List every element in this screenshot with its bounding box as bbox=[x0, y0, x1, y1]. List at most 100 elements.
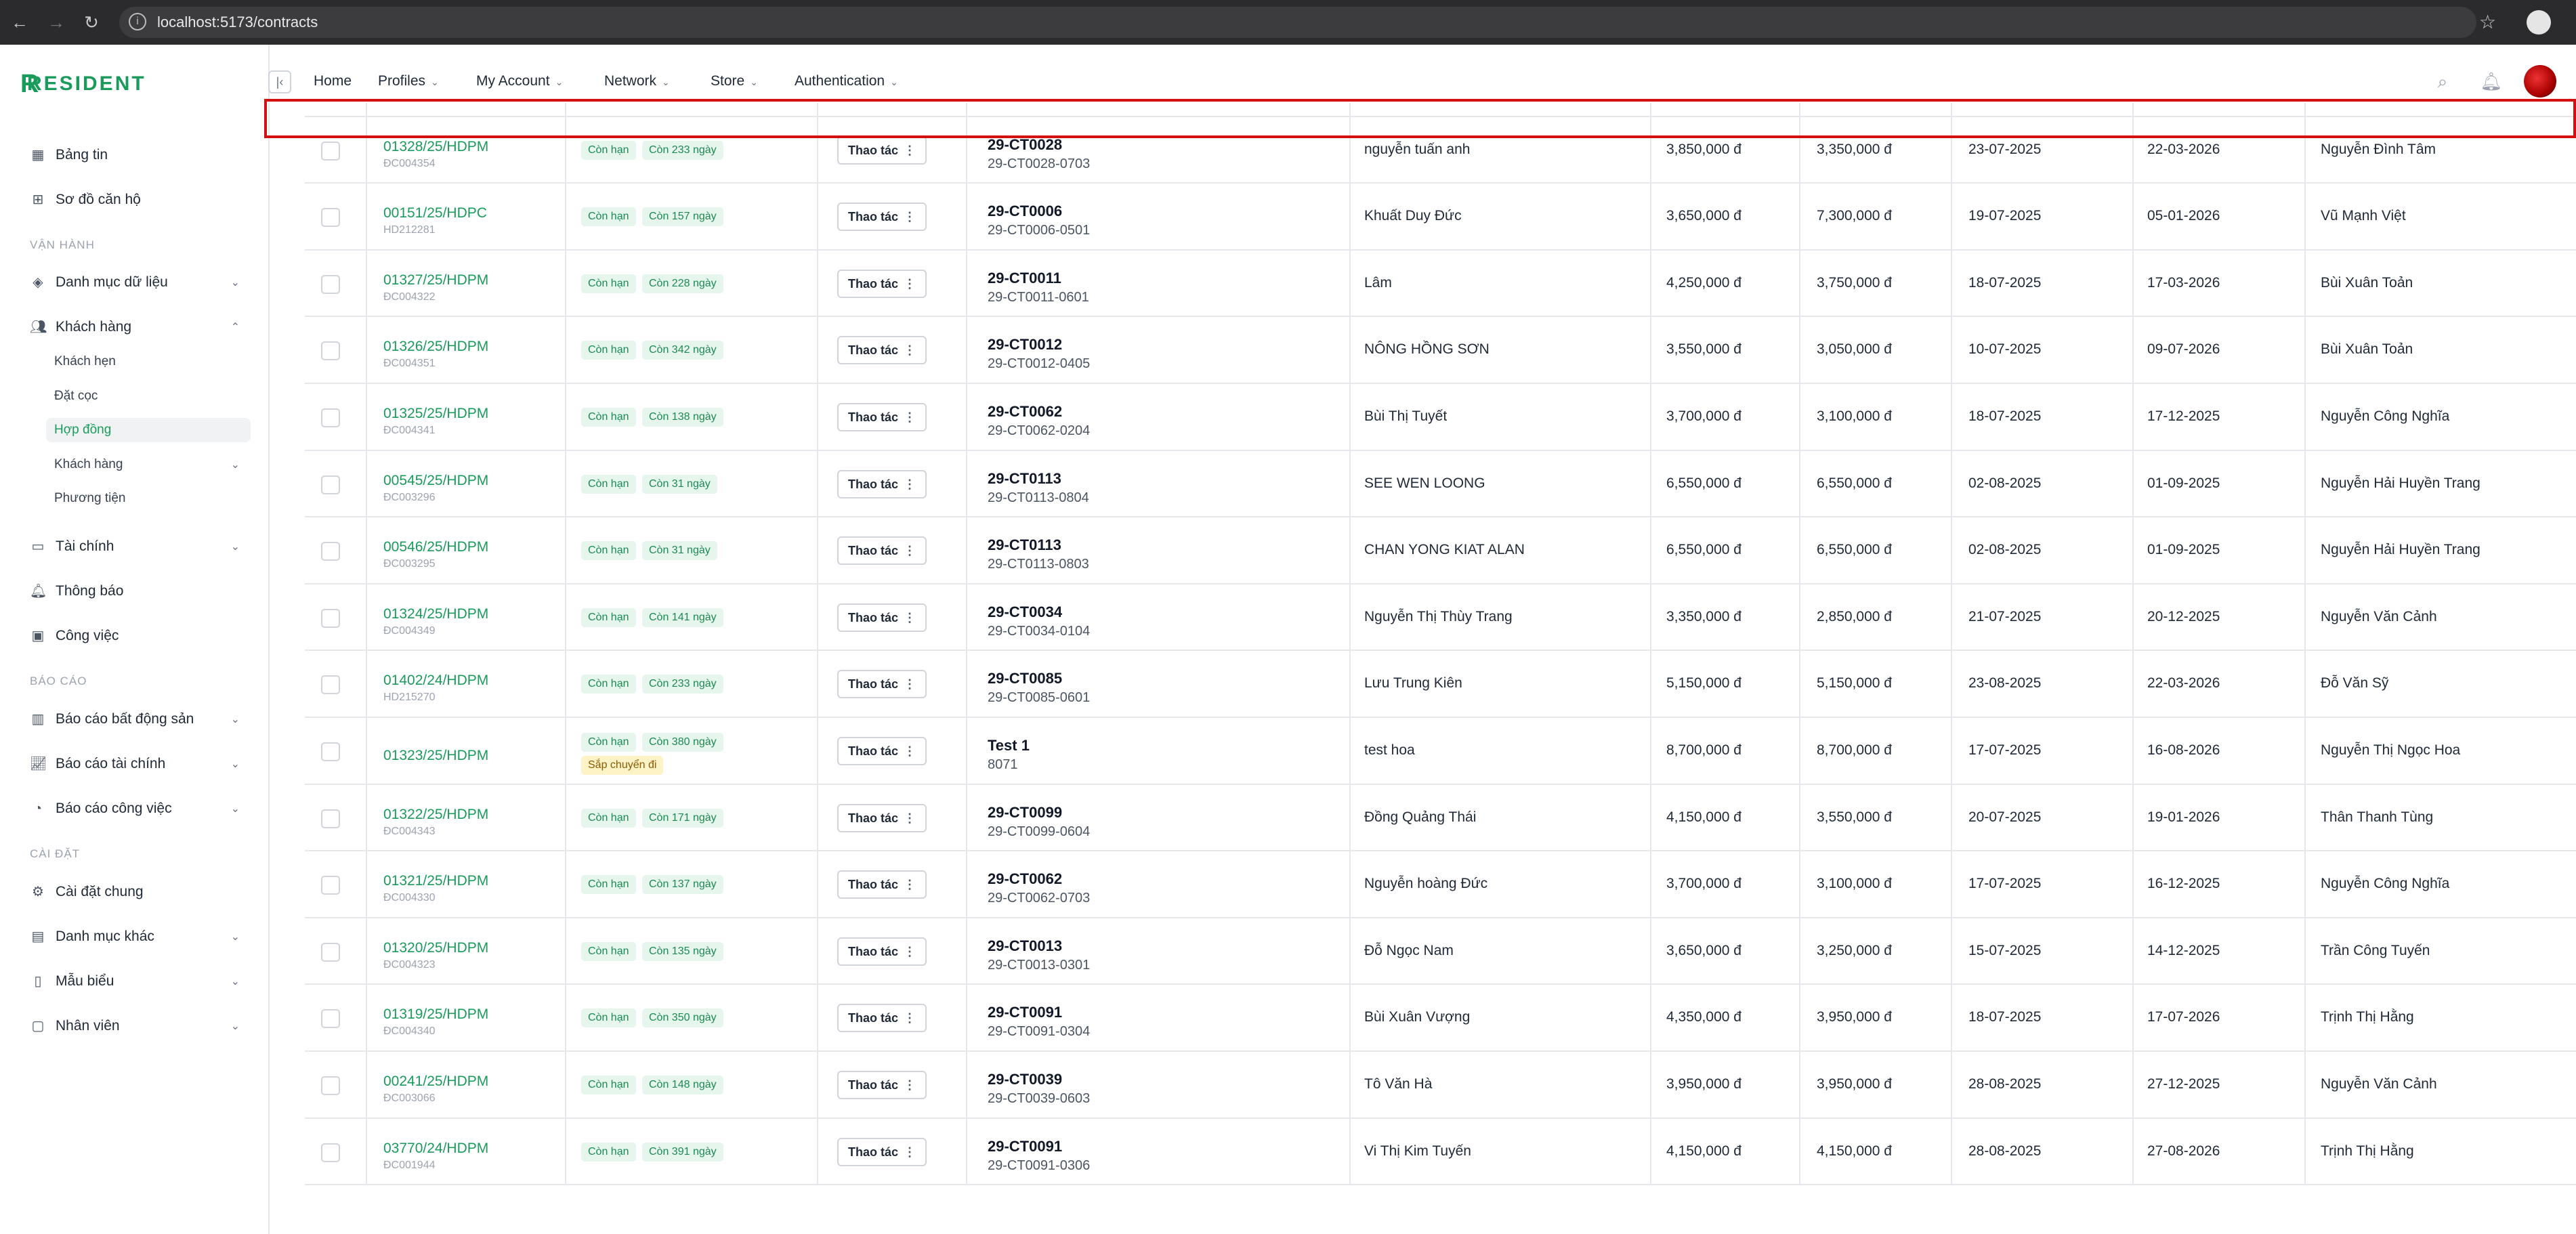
table-cell-divider bbox=[305, 985, 818, 1050]
sidebar-item-report-finance[interactable]: 📈︎ Báo cáo tài chính ⌄ bbox=[30, 750, 247, 778]
sidebar-sub-deposits[interactable]: Đặt cọc bbox=[54, 389, 98, 403]
actions-button[interactable]: Thao tác ⋮ bbox=[837, 670, 927, 699]
actions-button[interactable]: Thao tác ⋮ bbox=[837, 603, 927, 632]
customer-name: CHAN YONG KIAT ALAN bbox=[1364, 542, 1525, 558]
sidebar-item-templates[interactable]: ▯ Mẫu biểu ⌄ bbox=[30, 968, 247, 995]
contract-code-link[interactable]: 03770/24/HDPM bbox=[383, 1140, 489, 1156]
row-checkbox[interactable] bbox=[321, 475, 340, 494]
actions-button[interactable]: Thao tác ⋮ bbox=[837, 1004, 927, 1033]
actions-button[interactable]: Thao tác ⋮ bbox=[837, 737, 927, 765]
contract-code-link[interactable]: 01321/25/HDPM bbox=[383, 873, 489, 889]
actions-button[interactable]: Thao tác ⋮ bbox=[837, 469, 927, 498]
actions-button[interactable]: Thao tác ⋮ bbox=[837, 336, 927, 365]
contract-code-link[interactable]: 01402/24/HDPM bbox=[383, 673, 489, 689]
table-cell-divider bbox=[305, 116, 1800, 183]
staff-name: Trịnh Thị Hằng bbox=[2321, 1143, 2414, 1159]
address-bar[interactable] bbox=[119, 7, 2476, 38]
row-checkbox[interactable] bbox=[321, 542, 340, 561]
actions-button[interactable]: Thao tác ⋮ bbox=[837, 1137, 927, 1166]
site-info-icon[interactable]: i bbox=[129, 13, 146, 30]
contract-code-link[interactable]: 01319/25/HDPM bbox=[383, 1006, 489, 1023]
user-avatar[interactable] bbox=[2524, 65, 2556, 98]
row-checkbox[interactable] bbox=[321, 742, 340, 761]
actions-button[interactable]: Thao tác ⋮ bbox=[837, 269, 927, 298]
contract-code-link[interactable]: 00546/25/HDPM bbox=[383, 539, 489, 555]
row-checkbox[interactable] bbox=[321, 876, 340, 895]
nav-my-account[interactable]: My Account ⌄ bbox=[476, 73, 563, 89]
contract-code-link[interactable]: 00241/25/HDPM bbox=[383, 1073, 489, 1089]
row-checkbox[interactable] bbox=[321, 408, 340, 427]
actions-button[interactable]: Thao tác ⋮ bbox=[837, 1071, 927, 1099]
table-cell-divider bbox=[305, 250, 367, 316]
table-cell-divider bbox=[305, 918, 1800, 984]
row-checkbox[interactable] bbox=[321, 208, 340, 228]
sidebar-item-finance[interactable]: ▭ Tài chính ⌄ bbox=[30, 533, 247, 560]
contract-code-link[interactable]: 01324/25/HDPM bbox=[383, 605, 489, 622]
row-checkbox[interactable] bbox=[321, 1143, 340, 1162]
staff-name: Nguyễn Đình Tâm bbox=[2321, 141, 2436, 157]
sidebar-sub-contracts[interactable]: Hợp đồng bbox=[46, 418, 251, 442]
nav-home[interactable]: Home bbox=[314, 73, 352, 89]
nav-authentication[interactable]: Authentication ⌄ bbox=[795, 73, 898, 89]
contract-code-link[interactable]: 00151/25/HDPC bbox=[383, 205, 487, 221]
notification-bell-icon[interactable]: 🔔︎ bbox=[2480, 71, 2503, 91]
actions-button[interactable]: Thao tác ⋮ bbox=[837, 803, 927, 832]
sidebar-item-customers[interactable]: 👥︎ Khách hàng ⌃ bbox=[30, 314, 247, 341]
bookmark-star-icon[interactable]: ☆ bbox=[2479, 12, 2497, 33]
contract-code-link[interactable]: 01320/25/HDPM bbox=[383, 939, 489, 956]
browser-profile-avatar[interactable] bbox=[2527, 10, 2551, 35]
sidebar-item-report-tasks[interactable]: ◔ Báo cáo công việc ⌄ bbox=[30, 795, 247, 822]
contract-code-link[interactable]: 01323/25/HDPM bbox=[383, 748, 489, 763]
row-checkbox[interactable] bbox=[321, 942, 340, 962]
actions-button[interactable]: Thao tác ⋮ bbox=[837, 403, 927, 431]
sidebar-item-staff[interactable]: ▢ Nhân viên ⌄ bbox=[30, 1013, 247, 1040]
row-checkbox[interactable] bbox=[321, 274, 340, 294]
row-checkbox[interactable] bbox=[321, 1076, 340, 1095]
sidebar-item-report-realestate[interactable]: ▥ Báo cáo bất động sản ⌄ bbox=[30, 706, 247, 733]
sidebar-item-other-catalog[interactable]: ▤ Danh mục khác ⌄ bbox=[30, 923, 247, 950]
row-checkbox[interactable] bbox=[321, 675, 340, 695]
back-icon[interactable]: ← bbox=[11, 12, 28, 33]
collapse-sidebar-icon[interactable]: |‹ bbox=[268, 70, 291, 93]
table-cell-divider bbox=[305, 1052, 1952, 1118]
table-cell-divider bbox=[305, 450, 2134, 517]
nav-profiles[interactable]: Profiles ⌄ bbox=[378, 73, 439, 89]
contract-code-link[interactable]: 01327/25/HDPM bbox=[383, 272, 489, 288]
search-icon[interactable]: ⌕ bbox=[2437, 71, 2448, 91]
forward-icon[interactable]: → bbox=[47, 12, 65, 33]
contract-code-link[interactable]: 01328/25/HDPM bbox=[383, 138, 489, 154]
sidebar-sub-vehicles[interactable]: Phương tiện bbox=[54, 491, 126, 505]
rent-price: 6,550,000 đ bbox=[1666, 542, 1741, 558]
nav-store[interactable]: Store ⌄ bbox=[711, 73, 758, 89]
contract-code-link[interactable]: 01322/25/HDPM bbox=[383, 806, 489, 822]
actions-button[interactable]: Thao tác ⋮ bbox=[837, 937, 927, 966]
contract-code-link[interactable]: 00545/25/HDPM bbox=[383, 472, 489, 488]
sidebar-sub-customers[interactable]: Khách hàng ⌄ bbox=[54, 452, 251, 477]
table-cell-divider bbox=[305, 517, 1952, 583]
row-checkbox[interactable] bbox=[321, 608, 340, 628]
customer-name: test hoa bbox=[1364, 742, 1415, 758]
row-checkbox[interactable] bbox=[321, 141, 340, 161]
sidebar-item-apartment-map[interactable]: ⊞ Sơ đồ căn hộ bbox=[30, 186, 247, 213]
sidebar-item-notifications[interactable]: 🔔︎ Thông báo bbox=[30, 578, 247, 605]
table-cell-divider bbox=[305, 1118, 1651, 1185]
sidebar-item-dashboard[interactable]: ▦ Bảng tin bbox=[30, 142, 247, 169]
sidebar-item-data-catalog[interactable]: ◈ Danh mục dữ liệu ⌄ bbox=[30, 269, 247, 296]
actions-button[interactable]: Thao tác ⋮ bbox=[837, 135, 927, 165]
sidebar-sub-appointments[interactable]: Khách hẹn bbox=[54, 354, 116, 368]
contract-code-link[interactable]: 01326/25/HDPM bbox=[383, 339, 489, 355]
table-cell-divider bbox=[305, 1118, 1952, 1185]
sidebar-item-tasks[interactable]: ▣ Công việc bbox=[30, 622, 247, 650]
contract-code-link[interactable]: 01325/25/HDPM bbox=[383, 406, 489, 421]
actions-button[interactable]: Thao tác ⋮ bbox=[837, 870, 927, 899]
chevron-down-icon: ⌄ bbox=[230, 976, 240, 987]
reload-icon[interactable]: ↻ bbox=[84, 12, 99, 33]
actions-button[interactable]: Thao tác ⋮ bbox=[837, 203, 927, 232]
brand-logo[interactable]: R RESIDENT bbox=[20, 70, 144, 98]
actions-button[interactable]: Thao tác ⋮ bbox=[837, 536, 927, 566]
sidebar-item-general-settings[interactable]: ⚙ Cài đặt chung bbox=[30, 878, 247, 906]
row-checkbox[interactable] bbox=[321, 1009, 340, 1029]
nav-network[interactable]: Network ⌄ bbox=[604, 73, 670, 89]
row-checkbox[interactable] bbox=[321, 341, 340, 361]
row-checkbox[interactable] bbox=[321, 809, 340, 828]
